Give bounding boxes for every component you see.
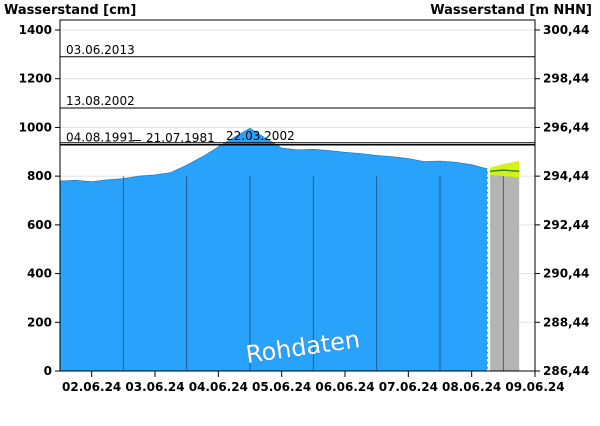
x-tick-label: 05.06.24 [252, 380, 311, 394]
forecast-background [490, 170, 520, 371]
plot-frame [59, 19, 536, 372]
right-tick-label: 300,44 [543, 23, 589, 37]
plot-area: 03.06.2013 13.08.2002 22.03.2002 04.08.1991… [19, 19, 589, 394]
right-tick-label: 290,44 [543, 267, 589, 281]
reference-line-label: 04.08.1991 [66, 130, 135, 144]
right-tick-label: 294,44 [543, 169, 589, 183]
water-level-area [59, 127, 488, 372]
left-tick-label: 400 [27, 267, 52, 281]
reference-line-label: 22.03.2002 [226, 129, 295, 143]
left-tick-label: 1000 [19, 120, 52, 134]
right-tick-label: 296,44 [543, 120, 589, 134]
x-tick-label: 03.06.24 [125, 380, 184, 394]
x-tick-label: 08.06.24 [442, 380, 501, 394]
left-tick-label: 0 [44, 364, 52, 378]
left-tick-label: 800 [27, 169, 52, 183]
right-tick-label: 292,44 [543, 218, 589, 232]
left-tick-label: 1200 [19, 72, 52, 86]
x-tick-label: 02.06.24 [62, 380, 121, 394]
x-tick-label: 04.06.24 [189, 380, 248, 394]
forecast-line [490, 169, 520, 173]
forecast-band [490, 161, 520, 178]
x-tick-label: 07.06.24 [379, 380, 438, 394]
left-axis-title: Wasserstand [cm] [4, 3, 136, 18]
left-tick-label: 1400 [19, 23, 52, 37]
right-tick-label: 288,44 [543, 315, 589, 329]
reference-line-label: 13.08.2002 [66, 94, 135, 108]
reference-line-label: 21.07.1981 [146, 131, 215, 145]
right-tick-label: 286,44 [543, 364, 589, 378]
left-tick-label: 200 [27, 315, 52, 329]
right-tick-label: 298,44 [543, 72, 589, 86]
x-tick-label: 09.06.24 [505, 380, 564, 394]
right-axis-title: Wasserstand [m NHN] [430, 3, 592, 18]
left-tick-label: 600 [27, 218, 52, 232]
reference-line-label: 03.06.2013 [66, 43, 135, 57]
x-tick-label: 06.06.24 [315, 380, 374, 394]
